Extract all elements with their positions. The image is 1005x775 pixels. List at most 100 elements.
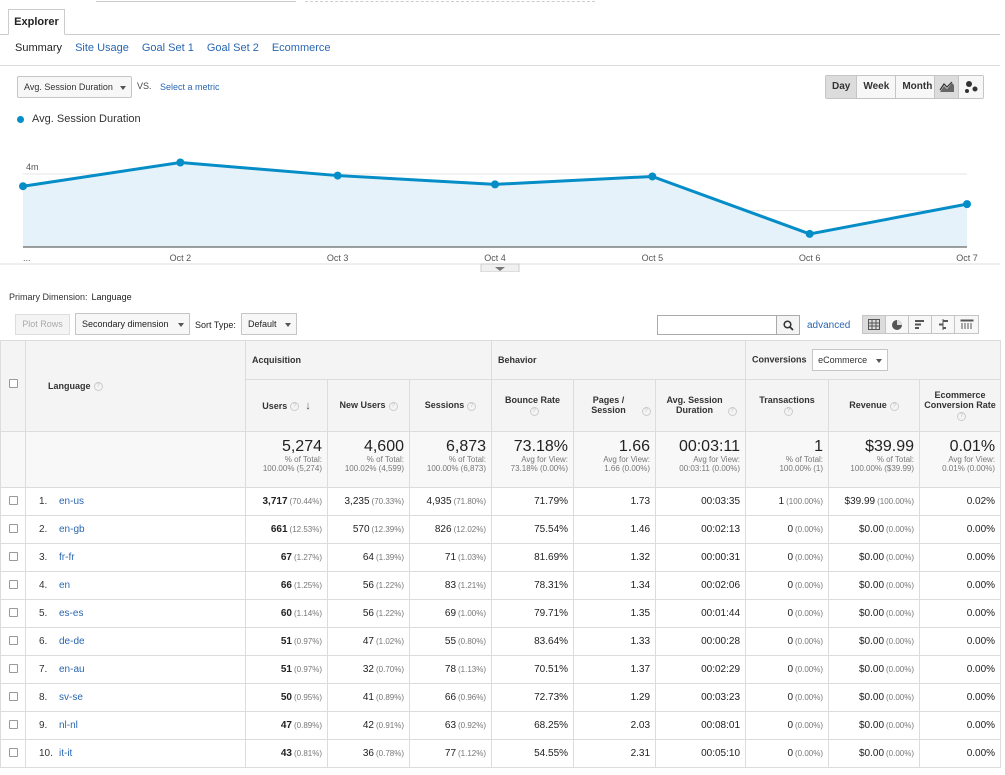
- month-button[interactable]: Month: [896, 76, 939, 98]
- transactions-cell: 0 (0.00%): [745, 515, 830, 544]
- col-header-transactions[interactable]: Transactions?: [745, 379, 830, 432]
- language-link[interactable]: en-au: [59, 664, 85, 675]
- cell-percent: (0.00%): [886, 693, 915, 702]
- total-label: Avg for View:: [603, 455, 651, 464]
- chevron-down-icon: [285, 323, 291, 327]
- chevron-down-icon: [495, 267, 505, 271]
- row-checkbox[interactable]: [8, 495, 18, 505]
- help-icon[interactable]: ?: [388, 401, 398, 411]
- help-icon[interactable]: ?: [290, 401, 300, 411]
- total-detail: 73.18% (0.00%): [510, 464, 569, 473]
- row-checkbox[interactable]: [8, 523, 18, 533]
- cell-value: 32: [362, 664, 374, 675]
- col-header-pages-session[interactable]: Pages / Session?: [573, 379, 657, 432]
- cell-value: 43: [280, 748, 292, 759]
- revenue-cell: $0.00 (0.00%): [828, 599, 921, 628]
- language-link[interactable]: en-gb: [59, 524, 85, 535]
- conversion-type-select[interactable]: eCommerce: [812, 349, 889, 371]
- search-icon[interactable]: [777, 315, 800, 335]
- subtab-goal-set-2[interactable]: Goal Set 2: [206, 42, 259, 54]
- language-link[interactable]: sv-se: [59, 692, 83, 703]
- cell-value: 69: [444, 608, 457, 619]
- cell-value: 0.00%: [966, 748, 996, 759]
- comparison-icon[interactable]: [932, 316, 955, 333]
- pie-chart-icon[interactable]: [886, 316, 909, 333]
- row-checkbox[interactable]: [8, 607, 18, 617]
- row-checkbox[interactable]: [8, 747, 18, 757]
- cell-value: 51: [280, 664, 292, 675]
- metric-select[interactable]: Avg. Session Duration: [17, 76, 132, 98]
- row-checkbox[interactable]: [8, 551, 18, 561]
- language-link[interactable]: it-it: [59, 748, 73, 759]
- motion-chart-icon[interactable]: [959, 76, 983, 98]
- language-link[interactable]: fr-fr: [59, 552, 75, 563]
- day-button[interactable]: Day: [826, 76, 858, 98]
- help-icon[interactable]: ?: [641, 406, 651, 416]
- primary-dimension-value[interactable]: Language: [91, 292, 132, 302]
- cell-value: $0.00: [858, 692, 885, 703]
- secondary-dimension-select[interactable]: Secondary dimension: [75, 313, 190, 335]
- language-link[interactable]: nl-nl: [59, 720, 78, 731]
- chart-legend: Avg. Session Duration: [17, 113, 141, 125]
- cell-percent: (0.00%): [795, 693, 824, 702]
- language-link[interactable]: en: [59, 580, 71, 591]
- line-chart-icon[interactable]: [935, 76, 959, 98]
- cell-value: 0: [787, 748, 794, 759]
- row-checkbox[interactable]: [8, 691, 18, 701]
- col-header-users[interactable]: Users? ↓: [245, 379, 328, 432]
- language-link[interactable]: es-es: [59, 608, 84, 619]
- total-cell: 73.18% Avg for View: 73.18% (0.00%): [491, 431, 575, 488]
- cell-value: 2.03: [630, 720, 651, 731]
- select-metric-link[interactable]: Select a metric: [160, 82, 220, 92]
- col-header-bounce-rate[interactable]: Bounce Rate?: [491, 379, 575, 432]
- total-value: 00:03:11: [678, 438, 741, 455]
- table-search-input[interactable]: [657, 315, 777, 335]
- col-header-new-users[interactable]: New Users?: [327, 379, 410, 432]
- totals-blank: [25, 431, 246, 488]
- cell-percent: (1.14%): [293, 609, 322, 618]
- week-button[interactable]: Week: [857, 76, 897, 98]
- help-icon[interactable]: ?: [529, 406, 539, 416]
- help-icon[interactable]: ?: [467, 401, 477, 411]
- language-link[interactable]: en-us: [59, 496, 85, 507]
- total-value: 73.18%: [513, 438, 569, 455]
- plot-rows-button[interactable]: Plot Rows: [15, 314, 70, 335]
- total-label: % of Total:: [448, 455, 487, 464]
- subtab-site-usage[interactable]: Site Usage: [75, 42, 129, 54]
- pages-session-cell: 2.31: [573, 739, 657, 768]
- duration-cell: 00:03:35: [655, 487, 747, 516]
- subtab-goal-set-1[interactable]: Goal Set 1: [141, 42, 194, 54]
- row-checkbox[interactable]: [8, 663, 18, 673]
- col-header-sessions[interactable]: Sessions?: [408, 379, 493, 432]
- help-icon[interactable]: ?: [889, 401, 899, 411]
- sessions-cell: 55 (0.80%): [408, 627, 493, 656]
- data-table-icon[interactable]: [863, 316, 886, 333]
- row-checkbox[interactable]: [8, 579, 18, 589]
- row-checkbox[interactable]: [8, 635, 18, 645]
- cell-value: 1.33: [630, 636, 651, 647]
- tab-explorer[interactable]: Explorer: [8, 9, 65, 35]
- language-link[interactable]: de-de: [59, 636, 85, 647]
- help-icon[interactable]: ?: [784, 406, 794, 416]
- help-icon[interactable]: ?: [727, 406, 737, 416]
- advanced-link[interactable]: advanced: [807, 320, 851, 331]
- col-header-language[interactable]: Language?: [25, 340, 246, 432]
- pivot-icon[interactable]: [955, 316, 978, 333]
- cell-value: 661: [270, 524, 288, 535]
- performance-icon[interactable]: [909, 316, 932, 333]
- sort-type-select[interactable]: Default: [241, 313, 297, 335]
- sort-type-label: Sort Type:: [195, 320, 236, 330]
- total-label: Avg for View:: [948, 455, 996, 464]
- help-icon[interactable]: ?: [957, 411, 967, 421]
- help-icon[interactable]: ?: [93, 382, 103, 392]
- col-header-avg-session-duration[interactable]: Avg. Session Duration?: [655, 379, 747, 432]
- row-checkbox-cell: [0, 711, 26, 740]
- subtab-ecommerce[interactable]: Ecommerce: [271, 42, 331, 54]
- col-header-revenue[interactable]: Revenue?: [828, 379, 921, 432]
- col-header-ecommerce-conversion-rate[interactable]: Ecommerce Conversion Rate?: [919, 379, 1002, 432]
- cell-value: 71: [444, 552, 457, 563]
- totals-blank: [0, 431, 26, 488]
- select-all-checkbox[interactable]: [8, 379, 18, 388]
- row-checkbox[interactable]: [8, 719, 18, 729]
- subtab-summary[interactable]: Summary: [15, 42, 63, 54]
